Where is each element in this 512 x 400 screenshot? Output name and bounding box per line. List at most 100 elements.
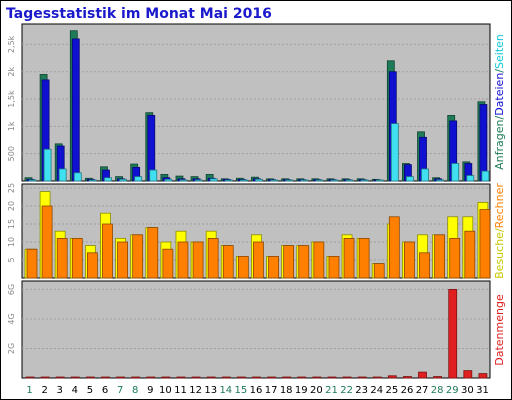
x-tick-label: 21 [325,385,338,396]
x-tick-label: 1 [26,385,32,396]
kbytes-bar [131,376,141,379]
sites-bar [162,248,174,279]
y-tick-label: 15 [7,219,16,229]
x-tick-label: 5 [87,385,93,396]
kbytes-bar [176,376,186,379]
kbytes-bar [312,376,322,379]
pages-bar [224,179,233,182]
x-tick-label: 29 [446,385,459,396]
x-tick-label: 8 [132,385,138,396]
pages-bar [58,168,67,182]
y-tick-label: 5 [7,257,16,262]
sites-bar [102,223,113,279]
right-label-middle: Besuche/Rechner [493,183,506,279]
pages-bar [390,123,399,182]
sites-bar [298,245,310,279]
sites-bar [343,237,355,279]
kbytes-bar [387,375,397,379]
kbytes-bar [418,371,427,379]
x-tick-label: 17 [265,385,278,396]
sites-bar [449,237,461,279]
x-tick-label: 11 [174,385,187,396]
x-tick-label: 10 [159,385,172,396]
pages-bar [164,178,173,182]
y-tick-label: 1k [7,121,16,131]
pages-bar [375,179,384,182]
x-tick-label: 12 [189,385,202,396]
y-tick-label: 2k [7,66,16,76]
pages-bar [239,179,248,182]
right-label-top-part: Anfragen [493,119,506,169]
x-tick-label: 22 [340,385,353,396]
kbytes-bar [372,376,382,379]
sites-bar [313,241,325,279]
sites-bar [283,245,295,279]
pages-bar [270,179,278,182]
x-tick-label: 28 [431,385,444,396]
sites-bar [177,241,189,279]
chart-title: Tagesstatistik im Monat Mai 2016 [6,6,272,22]
y-tick-label: 500 [7,146,16,161]
kbytes-bar [267,376,276,379]
right-label-middle-part: / [493,228,506,232]
x-tick-label: 26 [401,385,414,396]
sites-bar [268,255,279,279]
kbytes-bar [191,376,201,379]
pages-bar [119,178,127,182]
kbytes-bar [85,376,95,379]
kbytes-bar [70,376,80,379]
kbytes-bar [357,376,367,379]
pages-bar [194,179,203,182]
kbytes-bar [55,376,65,379]
y-tick-label: 20 [7,201,16,211]
right-label-top: Anfragen/Dateien/Seiten [493,34,506,170]
pages-bar [406,176,414,182]
pages-bar [104,177,112,182]
pages-bar [451,163,460,182]
pages-bar [481,170,490,182]
x-tick-label: 4 [72,385,78,396]
x-tick-label: 3 [57,385,63,396]
sites-bar [479,209,491,279]
x-tick-label: 13 [204,385,217,396]
plot-panel-1 [21,23,491,182]
files-bar [479,104,488,182]
y-tick-label: 4G [7,313,16,324]
sites-bar [56,237,68,279]
sites-bar [253,241,264,279]
sites-bar [207,237,219,279]
pages-bar [43,148,52,182]
x-tick-label: 27 [416,385,429,396]
kbytes-bar [116,376,125,379]
kbytes-bar [101,376,110,379]
sites-bar [358,237,370,279]
kbytes-bar [433,376,443,379]
x-tick-label: 24 [370,385,383,396]
files-bar [71,38,80,182]
right-label-bottom: Datenmenge [493,294,506,366]
pages-bar [345,179,354,182]
sites-bar [434,234,446,279]
x-tick-label: 20 [310,385,323,396]
pages-bar [300,179,309,182]
pages-bar [285,179,294,182]
sites-bar [71,237,83,279]
x-tick-label: 23 [355,385,368,396]
kbytes-bar [161,376,171,379]
y-tick-label: 2,5k [7,35,16,53]
kbytes-bar [206,376,216,379]
x-tick-label: 14 [219,385,232,396]
kbytes-bar [327,376,337,379]
x-tick-label: 31 [476,385,489,396]
sites-bar [132,234,144,279]
pages-bar [88,179,97,182]
kbytes-bar [342,376,352,379]
sites-bar [237,255,249,279]
pages-bar [149,169,158,182]
sites-bar [86,252,98,279]
pages-bar [255,178,263,182]
x-tick-label: 16 [250,385,263,396]
kbytes-bar [221,376,231,379]
kbytes-bar [282,376,292,379]
pages-bar [421,168,429,182]
